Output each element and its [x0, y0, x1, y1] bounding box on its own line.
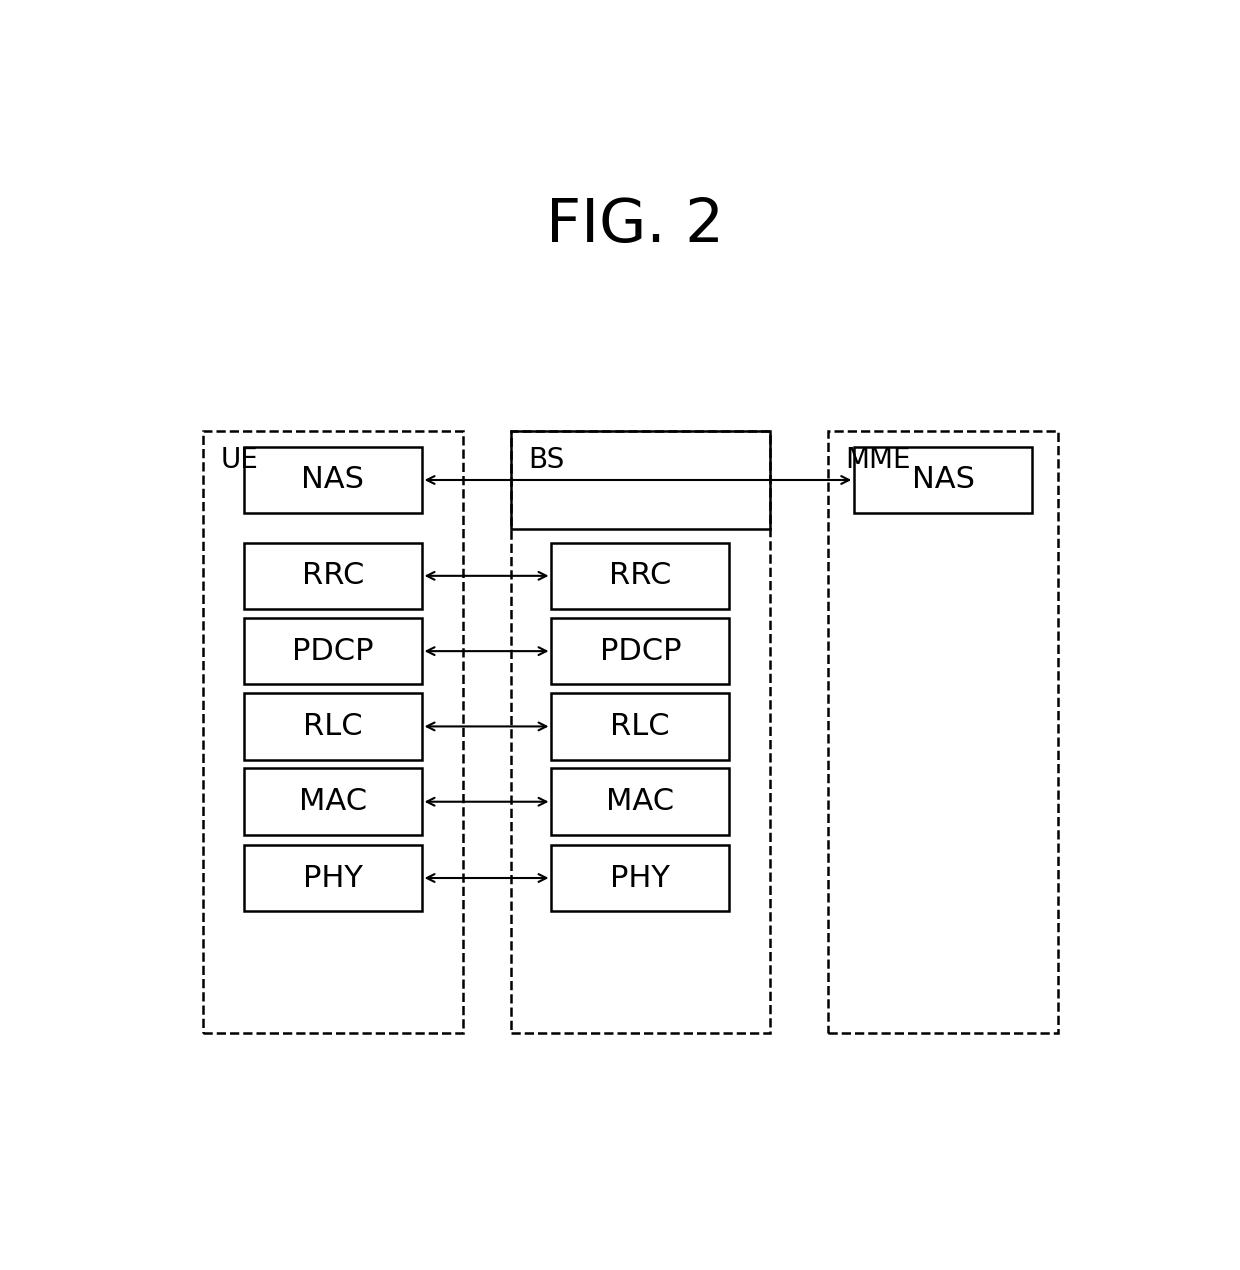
Text: PHY: PHY — [303, 864, 363, 893]
Bar — [552, 693, 729, 759]
Bar — [203, 431, 463, 1033]
Bar — [244, 768, 422, 834]
Text: NAS: NAS — [911, 466, 975, 494]
Text: RRC: RRC — [301, 561, 365, 591]
Bar — [244, 618, 422, 685]
Text: NAS: NAS — [301, 466, 365, 494]
Text: FIG. 2: FIG. 2 — [547, 197, 724, 255]
Bar — [552, 768, 729, 834]
Text: MME: MME — [844, 446, 910, 474]
Bar — [511, 431, 770, 528]
Bar — [244, 693, 422, 759]
Bar — [244, 447, 422, 513]
Bar — [854, 447, 1032, 513]
Bar — [511, 431, 770, 1033]
Text: UE: UE — [221, 446, 258, 474]
Bar — [244, 845, 422, 912]
Text: RRC: RRC — [609, 561, 672, 591]
Text: BS: BS — [528, 446, 564, 474]
Text: PHY: PHY — [610, 864, 671, 893]
Text: PDCP: PDCP — [293, 636, 373, 665]
Bar — [244, 542, 422, 610]
Bar — [552, 618, 729, 685]
Text: MAC: MAC — [299, 787, 367, 817]
Bar — [552, 845, 729, 912]
Bar — [552, 542, 729, 610]
Text: RLC: RLC — [303, 712, 362, 740]
Text: MAC: MAC — [606, 787, 675, 817]
Text: RLC: RLC — [610, 712, 670, 740]
Text: PDCP: PDCP — [600, 636, 681, 665]
Bar — [828, 431, 1058, 1033]
